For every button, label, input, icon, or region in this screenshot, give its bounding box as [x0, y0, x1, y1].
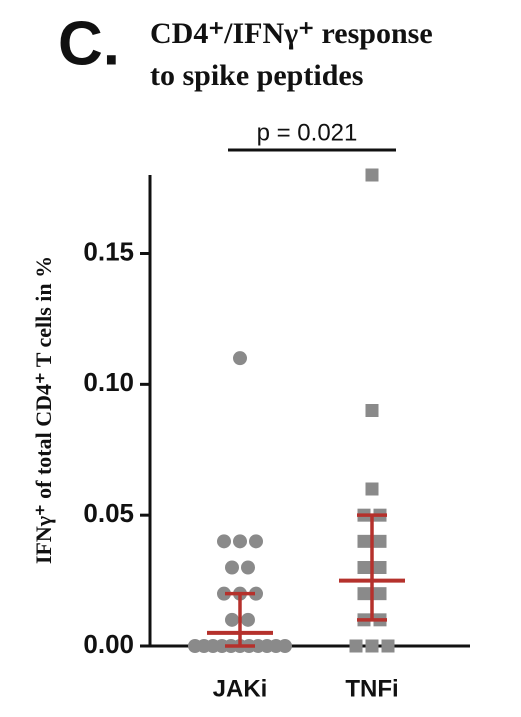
data-point — [365, 482, 379, 496]
data-point — [225, 612, 239, 627]
data-point — [365, 168, 379, 182]
panel-label: C. — [58, 9, 120, 78]
y-tick-label: 0.05 — [83, 498, 134, 528]
data-point — [365, 404, 379, 417]
data-point — [241, 612, 255, 627]
data-point — [357, 534, 371, 548]
data-point — [233, 351, 247, 366]
data-point — [241, 560, 255, 575]
x-tick-label: JAKi — [213, 675, 268, 702]
data-point — [217, 586, 231, 601]
data-point — [373, 534, 387, 548]
y-tick-label: 0.10 — [83, 367, 134, 397]
data-point — [357, 587, 371, 601]
data-point — [365, 639, 379, 653]
data-point — [373, 561, 387, 574]
x-tick-label: TNFi — [345, 675, 398, 702]
data-point — [249, 534, 263, 549]
data-point — [381, 639, 395, 653]
y-axis-label: IFNγ⁺ of total CD4⁺ T cells in % — [31, 256, 56, 564]
data-point — [349, 639, 363, 653]
data-point — [357, 561, 371, 574]
chart-title: CD4⁺/IFNγ⁺ response — [150, 17, 433, 50]
data-point — [278, 639, 292, 653]
data-point — [233, 534, 247, 549]
data-point — [373, 587, 387, 601]
y-tick-label: 0.00 — [83, 629, 134, 659]
data-point — [217, 534, 231, 549]
y-tick-label: 0.15 — [83, 236, 134, 266]
data-point — [249, 586, 263, 601]
chart-title: to spike peptides — [150, 59, 363, 92]
data-point — [225, 560, 239, 575]
p-value: p = 0.021 — [257, 119, 358, 146]
